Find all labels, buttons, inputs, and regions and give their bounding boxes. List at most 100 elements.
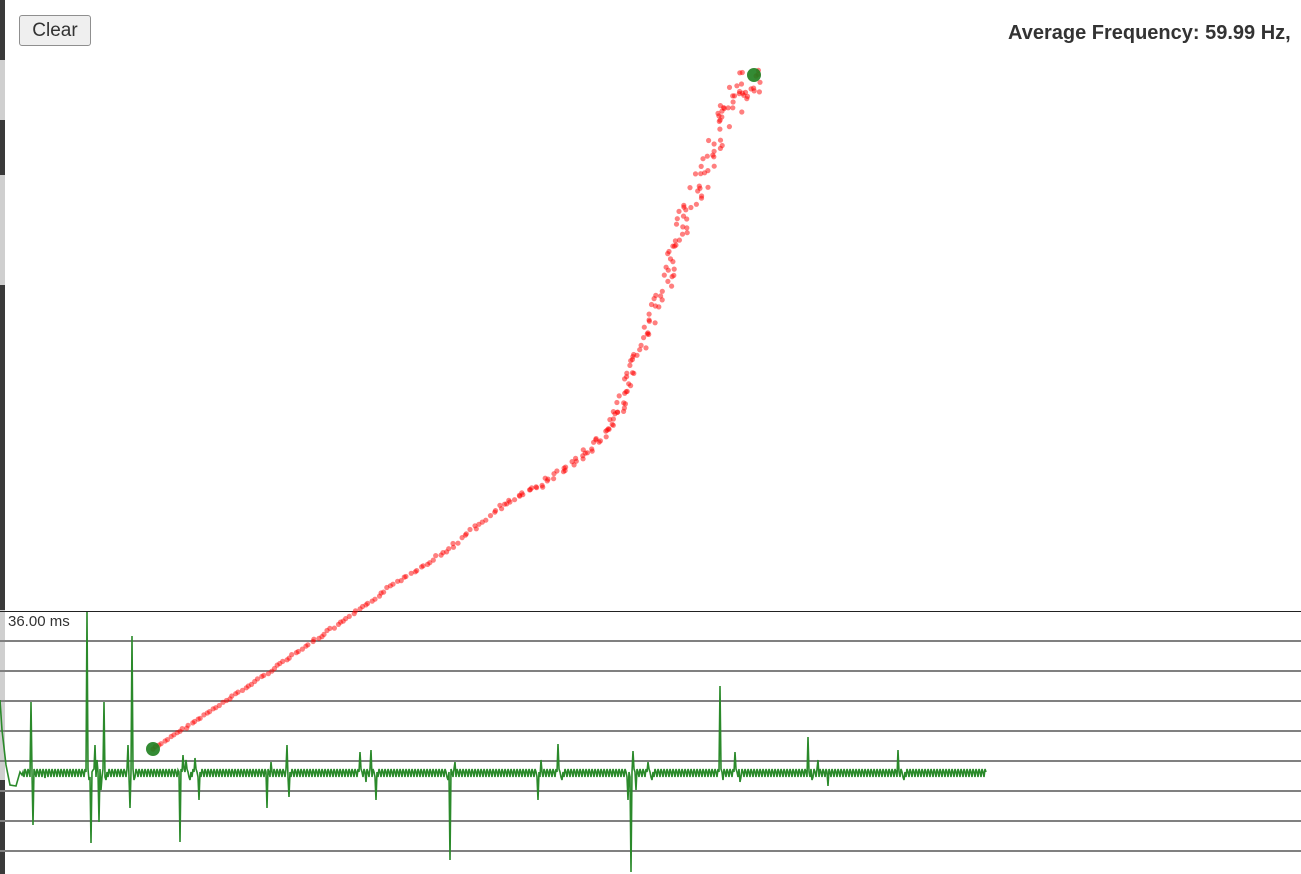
pointer-sample-dot [698, 171, 704, 177]
pointer-sample-dot [751, 85, 757, 91]
pointer-sample-dot [603, 434, 609, 440]
pointer-sample-dot [414, 568, 420, 574]
pointer-sample-dot [511, 497, 518, 503]
pointer-sample-dot [669, 283, 675, 289]
pointer-sample-dot [420, 563, 426, 569]
pointer-samples [146, 67, 763, 756]
pointer-sample-dot [390, 581, 396, 587]
pointer-sample-dot [730, 99, 736, 105]
pointer-sample-dot [239, 687, 246, 694]
pointer-sample-dot [207, 709, 213, 715]
pointer-sample-dot [687, 185, 693, 191]
pointer-sample-dot [610, 422, 616, 428]
pointer-sample-dot [688, 204, 694, 211]
average-frequency-label: Average Frequency: 59.99 Hz, [1008, 22, 1291, 44]
pointer-sample-dot [698, 163, 704, 169]
pointer-sample-dot [634, 352, 640, 358]
clear-button[interactable]: Clear [19, 15, 91, 46]
pointer-sample-dot [725, 105, 731, 111]
pointer-sample-dot [381, 589, 387, 595]
pointer-sample-dot [659, 288, 665, 294]
pointer-sample-dot [705, 168, 711, 174]
pointer-sample-dot [719, 114, 725, 120]
pointer-sample-dot [492, 508, 499, 514]
pointer-sample-dot [545, 476, 551, 482]
pointer-sample-dot [463, 531, 469, 537]
pointer-sample-dot [671, 272, 677, 278]
pointer-sample-dot [311, 636, 317, 642]
pointer-sample-dot [533, 484, 539, 490]
pointer-sample-dot [646, 317, 652, 323]
pointer-sample-dot [667, 256, 674, 262]
pointer-sample-dot [261, 672, 267, 679]
pointer-sample-dot [697, 185, 703, 191]
pointer-sample-dot [487, 513, 494, 519]
pointer-sample-dot [643, 345, 649, 351]
pointer-sample-dot [289, 652, 295, 658]
pointer-sample-dot [179, 726, 185, 732]
pointer-sample-dot [744, 93, 751, 99]
pointer-sample-dot [726, 124, 733, 130]
pointer-sample-dot [327, 625, 333, 632]
pointer-sample-dot [665, 278, 671, 284]
pointer-sample-dot [455, 540, 461, 546]
pointer-sample-dot [408, 570, 414, 576]
pointer-sample-dot [698, 195, 705, 201]
pointer-sample-dot [621, 405, 628, 411]
side-panel-strip[interactable] [0, 0, 5, 874]
pointer-sample-dot [520, 492, 526, 498]
pointer-sample-dot [554, 468, 560, 474]
pointer-sample-dot [711, 141, 717, 147]
pointer-sample-dot [671, 243, 678, 249]
pointer-sample-dot [346, 613, 352, 620]
pointer-sample-dot [628, 383, 634, 389]
pointer-sample-dot [433, 553, 439, 559]
pointer-sample-dot [614, 399, 620, 406]
pointer-sample-dot [663, 264, 669, 270]
pointer-sample-dot [661, 272, 667, 278]
pointer-sample-dot [483, 517, 489, 523]
pointer-sample-dot [569, 459, 575, 465]
pointer-sample-dot [641, 324, 647, 330]
pointer-sample-dot [605, 426, 612, 432]
pointer-sample-dot [705, 184, 711, 190]
pointer-sample-dot [631, 370, 637, 376]
pointer-sample-dot [652, 303, 659, 309]
timing-grid [0, 611, 1301, 852]
pointer-sample-dot [757, 79, 763, 85]
pointer-sample-dot [450, 544, 457, 550]
pointer-sample-dot [299, 646, 305, 652]
pointer-sample-dot [185, 722, 191, 728]
pointer-sample-dot [680, 213, 687, 219]
pointer-sample-dot [638, 342, 644, 348]
pointer-sample-dot [507, 499, 513, 505]
pointer-sample-dot [610, 409, 617, 415]
pointer-sample-dot [684, 230, 690, 236]
pointer-sample-dot [158, 741, 164, 747]
pointer-sample-dot [711, 163, 717, 169]
pointer-sample-dot [648, 301, 655, 308]
pointer-sample-dot [529, 485, 535, 491]
pointer-sample-dot [704, 153, 710, 159]
pointer-sample-dot [563, 464, 569, 470]
pointer-sample-dot [710, 152, 716, 158]
pointer-sample-dot [597, 438, 604, 444]
pointer-sample-dot [446, 546, 452, 552]
pointer-sample-dot [676, 237, 683, 243]
pointer-sample-dot [692, 171, 699, 177]
pointer-sample-dot [305, 642, 311, 648]
pointer-sample-dot [430, 557, 436, 563]
pointer-sample-dot [467, 526, 473, 533]
pointer-sample-dot [737, 70, 743, 76]
trace-start-marker [146, 742, 160, 756]
pointer-sample-dot [627, 362, 633, 368]
pointer-sample-dot [739, 90, 746, 96]
pointer-sample-dot [680, 224, 686, 230]
pointer-sample-dot [659, 297, 665, 303]
pointer-sample-dot [497, 502, 503, 508]
pointer-sample-dot [637, 347, 643, 353]
pointer-sample-dot [676, 208, 682, 214]
pointer-sample-dot [674, 216, 680, 222]
pointer-sample-dot [684, 225, 690, 231]
